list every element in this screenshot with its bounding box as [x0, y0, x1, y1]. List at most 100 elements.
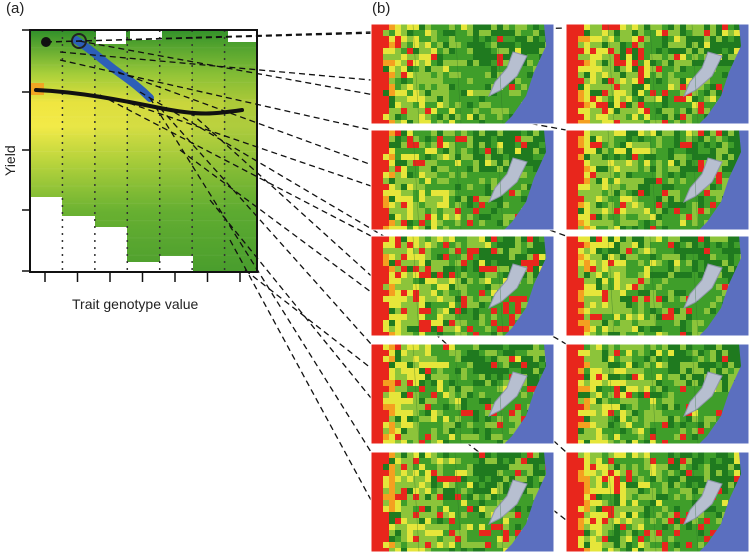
map-cell [674, 404, 680, 410]
map-cell [419, 78, 425, 84]
map-cell [602, 356, 608, 362]
map-cell [401, 42, 407, 48]
map-cell [728, 464, 734, 470]
map-cell [608, 248, 614, 254]
map-cell [674, 196, 680, 202]
map-cell [572, 102, 578, 108]
map-cell [491, 72, 497, 78]
map-cell [674, 548, 680, 552]
map-cell [686, 120, 692, 124]
map-cell [626, 184, 632, 190]
map-cell [572, 314, 578, 320]
map-cell [596, 72, 602, 78]
map-cell [602, 30, 608, 36]
map-cell [419, 308, 425, 314]
map-cell [371, 242, 377, 248]
map-cell [590, 302, 596, 308]
map-cell [479, 314, 485, 320]
map-cell [668, 512, 674, 518]
map-cell [461, 320, 467, 326]
map-cell [686, 332, 692, 336]
map-cell [395, 202, 401, 208]
map-cell [485, 190, 491, 196]
map-cell [608, 404, 614, 410]
map-cell [590, 452, 596, 458]
map-cell [632, 36, 638, 42]
map-cell [533, 142, 539, 148]
map-cell [602, 242, 608, 248]
map-cell [596, 356, 602, 362]
map-cell [566, 160, 572, 166]
map-cell [377, 72, 383, 78]
map-cell [674, 506, 680, 512]
map-cell [383, 506, 389, 512]
map-cell [503, 248, 509, 254]
map-cell [377, 518, 383, 524]
map-cell [704, 30, 710, 36]
map-cell [698, 422, 704, 428]
map-cell [425, 260, 431, 266]
map-cell [734, 154, 740, 160]
map-cell [503, 308, 509, 314]
map-cell [461, 536, 467, 542]
map-cell [728, 54, 734, 60]
map-cell [608, 36, 614, 42]
map-cell [431, 320, 437, 326]
map-cell [644, 248, 650, 254]
map-cell [449, 208, 455, 214]
map-cell [578, 362, 584, 368]
map-cell [401, 482, 407, 488]
map-cell [632, 254, 638, 260]
map-cell [455, 242, 461, 248]
map-cell [638, 48, 644, 54]
map-cell [578, 248, 584, 254]
map-cell [614, 482, 620, 488]
map-cell [668, 196, 674, 202]
map-cell [698, 452, 704, 458]
map-cell [377, 470, 383, 476]
map-cell [596, 296, 602, 302]
map-ocean [504, 236, 554, 336]
map-cell [590, 326, 596, 332]
map-border [454, 130, 462, 230]
map-cell [539, 48, 545, 54]
map-cell [371, 428, 377, 434]
map-cell [614, 166, 620, 172]
map-cell [425, 536, 431, 542]
map-cell [395, 470, 401, 476]
map-cell [449, 530, 455, 536]
map-cell [608, 332, 614, 336]
map-cell [668, 236, 674, 242]
map-cell [674, 84, 680, 90]
map-mountains [488, 263, 528, 310]
map-cell [590, 272, 596, 278]
map-cell [680, 518, 686, 524]
map-cell [584, 226, 590, 230]
map-cell [371, 476, 377, 482]
map-cell [371, 272, 377, 278]
map-cell [578, 464, 584, 470]
map-cell [590, 90, 596, 96]
map-cell [479, 102, 485, 108]
map-cell [632, 524, 638, 530]
map-cell [395, 48, 401, 54]
map-cell [377, 284, 383, 290]
map-cell [626, 36, 632, 42]
map-cell [704, 308, 710, 314]
map-cell [389, 548, 395, 552]
map-cell [377, 136, 383, 142]
map-ocean [504, 24, 554, 124]
map-cell [395, 214, 401, 220]
map-cell [692, 428, 698, 434]
map-cell [722, 260, 728, 266]
map-cell [431, 290, 437, 296]
map-cell [584, 464, 590, 470]
map-cell [449, 236, 455, 242]
map-cell [419, 90, 425, 96]
map-cell [503, 160, 509, 166]
map-cell [650, 470, 656, 476]
map-cell [479, 362, 485, 368]
map-cell [584, 374, 590, 380]
map-cell [668, 172, 674, 178]
map-cell [716, 154, 722, 160]
